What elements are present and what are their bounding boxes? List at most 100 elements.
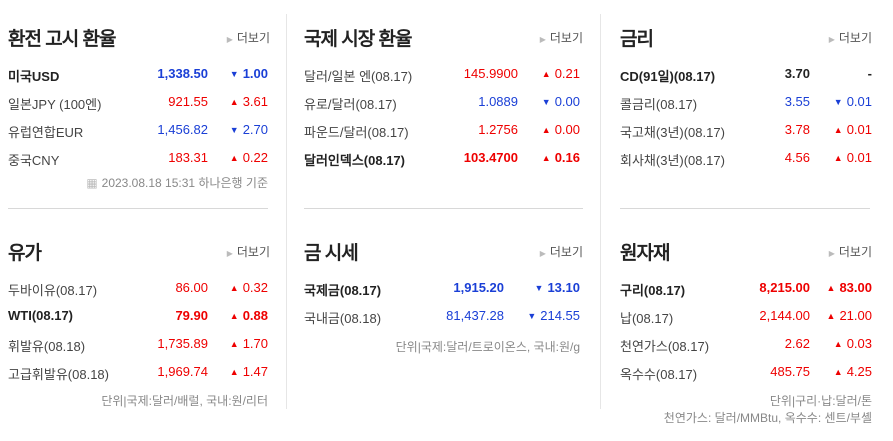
change-value: 1.47 <box>242 364 268 379</box>
more-link[interactable]: ▶ 더보기 <box>227 29 270 46</box>
more-label: 더보기 <box>549 31 583 45</box>
rate-row[interactable]: 달러/일본 엔(08.17) 145.9900 ▲ 0.21 <box>304 66 583 86</box>
unit-note: 단위|구리·납:달러/톤 천연가스: 달러/MMBtu, 옥수수: 센트/부셸 <box>664 393 872 427</box>
rate-row[interactable]: 천연가스(08.17) 2.62 ▲ 0.03 <box>620 336 872 356</box>
item-name: 두바이유(08.17) <box>8 283 98 298</box>
note-line: 단위|국제:달러/배럴, 국내:원/리터 <box>101 394 268 408</box>
item-value: 485.75 <box>770 364 810 379</box>
rate-row[interactable]: 구리(08.17) 8,215.00 ▲ 83.00 <box>620 280 872 300</box>
section-divider <box>8 208 268 209</box>
rate-row[interactable]: 두바이유(08.17) 86.00 ▲ 0.32 <box>8 280 270 300</box>
more-link[interactable]: ▶ 더보기 <box>227 243 270 260</box>
item-change: ▲ 0.32 <box>230 280 268 295</box>
change-value: 2.70 <box>242 122 268 137</box>
item-change: ▲ 0.16 <box>542 150 580 165</box>
panel-title: 금 시세 <box>304 243 359 264</box>
item-value: 1,969.74 <box>157 364 208 379</box>
rate-row[interactable]: 중국CNY 183.31 ▲ 0.22 <box>8 150 270 170</box>
panel-title: 원자재 <box>620 243 670 264</box>
rate-row[interactable]: CD(91일)(08.17) 3.70 - <box>620 66 872 86</box>
rate-row[interactable]: 납(08.17) 2,144.00 ▲ 21.00 <box>620 308 872 328</box>
item-value: 86.00 <box>175 280 208 295</box>
item-name: 구리(08.17) <box>620 283 686 298</box>
triangle-up-icon: ▲ <box>229 367 239 377</box>
item-name: 회사채(3년)(08.17) <box>620 153 725 168</box>
item-change: ▲ 0.01 <box>834 122 872 137</box>
more-link[interactable]: ▶ 더보기 <box>540 243 583 260</box>
rate-row[interactable]: 국제금(08.17) 1,915.20 ▼ 13.10 <box>304 280 583 300</box>
item-change: ▲ 0.00 <box>542 122 580 137</box>
panel-title: 국제 시장 환율 <box>304 29 412 50</box>
rate-row[interactable]: 일본JPY (100엔) 921.55 ▲ 3.61 <box>8 94 270 114</box>
item-change: ▼ 0.01 <box>834 94 872 109</box>
item-value: 2.62 <box>784 336 810 351</box>
item-name: 유럽연합EUR <box>8 125 84 140</box>
item-value: 183.31 <box>168 150 208 165</box>
more-link[interactable]: ▶ 더보기 <box>540 29 583 46</box>
change-value: 0.03 <box>846 336 872 351</box>
unit-note: 단위|국제:달러/배럴, 국내:원/리터 <box>101 393 268 410</box>
change-value: 83.00 <box>839 280 872 295</box>
more-link[interactable]: ▶ 더보기 <box>829 243 872 260</box>
change-value: 0.21 <box>554 66 580 81</box>
rate-row[interactable]: 옥수수(08.17) 485.75 ▲ 4.25 <box>620 364 872 384</box>
panel-oil: 유가 ▶ 더보기 두바이유(08.17) 86.00 ▲ 0.32 WTI(08.1… <box>8 238 270 418</box>
change-value: 0.01 <box>846 150 872 165</box>
triangle-up-icon: ▲ <box>229 283 239 293</box>
rate-row[interactable]: 휘발유(08.18) 1,735.89 ▲ 1.70 <box>8 336 270 356</box>
panel-title: 유가 <box>8 243 42 264</box>
item-change: ▼ 2.70 <box>230 122 268 137</box>
panel-gold: 금 시세 ▶ 더보기 국제금(08.17) 1,915.20 ▼ 13.10 국내금… <box>304 238 583 418</box>
item-name: 중국CNY <box>8 153 60 168</box>
more-label: 더보기 <box>838 245 872 259</box>
item-name: CD(91일)(08.17) <box>620 69 716 84</box>
caret-right-icon: ▶ <box>226 35 233 44</box>
change-value: 13.10 <box>547 280 580 295</box>
note-line: ▦ 2023.08.18 15:31 하나은행 기준 <box>86 175 268 192</box>
item-name: 천연가스(08.17) <box>620 339 710 354</box>
rate-row[interactable]: 파운드/달러(08.17) 1.2756 ▲ 0.00 <box>304 122 583 142</box>
item-change: ▲ 0.01 <box>834 150 872 165</box>
item-change: ▼ 214.55 <box>527 308 580 323</box>
item-name: 일본JPY (100엔) <box>8 97 102 112</box>
rate-row[interactable]: 고급휘발유(08.18) 1,969.74 ▲ 1.47 <box>8 364 270 384</box>
item-change: ▲ 4.25 <box>834 364 872 379</box>
note-line: 단위|국제:달러/트로이온스, 국내:원/g <box>395 340 580 354</box>
rate-row[interactable]: WTI(08.17) 79.90 ▲ 0.88 <box>8 308 270 328</box>
panel-intl: 국제 시장 환율 ▶ 더보기 달러/일본 엔(08.17) 145.9900 ▲ 0… <box>304 24 583 204</box>
triangle-down-icon: ▼ <box>229 125 239 135</box>
item-name: 국제금(08.17) <box>304 283 382 298</box>
item-value: 1,915.20 <box>453 280 504 295</box>
rate-row[interactable]: 유럽연합EUR 1,456.82 ▼ 2.70 <box>8 122 270 142</box>
triangle-up-icon: ▲ <box>229 97 239 107</box>
panel-rate: 금리 ▶ 더보기 CD(91일)(08.17) 3.70 - 콜금리(08.17)… <box>620 24 872 204</box>
item-value: 3.70 <box>784 66 810 81</box>
rate-row[interactable]: 달러인덱스(08.17) 103.4700 ▲ 0.16 <box>304 150 583 170</box>
rate-row[interactable]: 회사채(3년)(08.17) 4.56 ▲ 0.01 <box>620 150 872 170</box>
change-value: 21.00 <box>839 308 872 323</box>
change-value: - <box>867 66 872 81</box>
item-change: ▲ 83.00 <box>827 280 872 295</box>
item-change: ▲ 1.70 <box>230 336 268 351</box>
rate-row[interactable]: 미국USD 1,338.50 ▼ 1.00 <box>8 66 270 86</box>
more-label: 더보기 <box>236 245 270 259</box>
triangle-up-icon: ▲ <box>229 339 239 349</box>
item-name: 콜금리(08.17) <box>620 97 698 112</box>
item-value: 8,215.00 <box>759 280 810 295</box>
rate-row[interactable]: 유로/달러(08.17) 1.0889 ▼ 0.00 <box>304 94 583 114</box>
item-change: ▼ 13.10 <box>535 280 580 295</box>
change-value: 0.22 <box>242 150 268 165</box>
more-link[interactable]: ▶ 더보기 <box>829 29 872 46</box>
item-change: ▲ 21.00 <box>827 308 872 323</box>
note-line: 단위|구리·납:달러/톤 <box>769 394 872 408</box>
item-value: 3.55 <box>784 94 810 109</box>
triangle-down-icon: ▼ <box>833 97 843 107</box>
item-name: 휘발유(08.18) <box>8 339 86 354</box>
change-value: 1.00 <box>242 66 268 81</box>
rate-row[interactable]: 국내금(08.18) 81,437.28 ▼ 214.55 <box>304 308 583 328</box>
rate-row[interactable]: 콜금리(08.17) 3.55 ▼ 0.01 <box>620 94 872 114</box>
item-name: 유로/달러(08.17) <box>304 97 397 112</box>
rate-row[interactable]: 국고채(3년)(08.17) 3.78 ▲ 0.01 <box>620 122 872 142</box>
item-change: ▼ 0.00 <box>542 94 580 109</box>
more-label: 더보기 <box>838 31 872 45</box>
